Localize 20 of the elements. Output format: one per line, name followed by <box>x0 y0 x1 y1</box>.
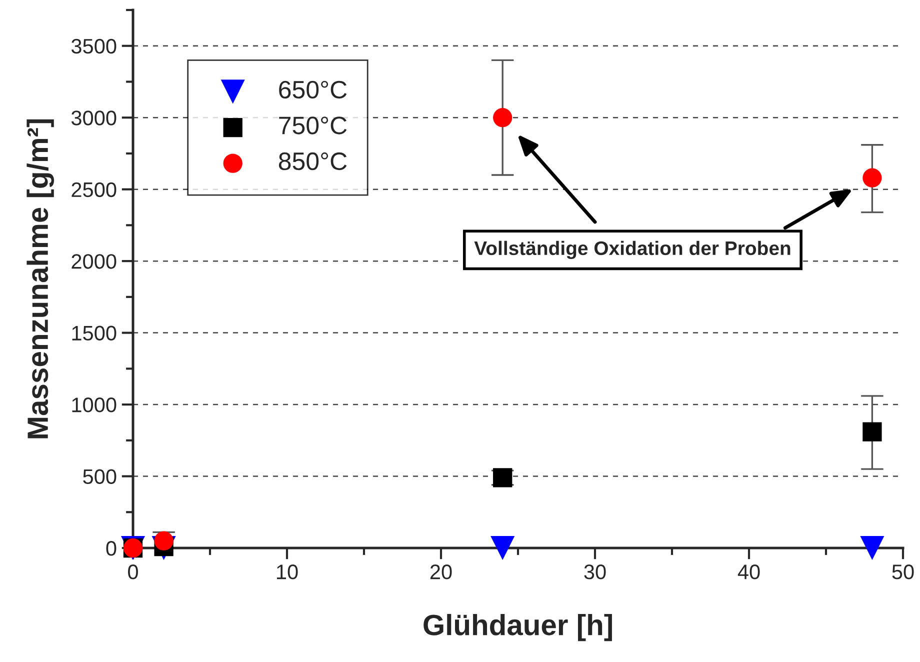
y-tick-label: 3000 <box>71 110 116 126</box>
x-tick-label: 0 <box>128 564 138 580</box>
y-tick-label: 3500 <box>71 38 116 54</box>
annotation: Vollständige Oxidation der Proben <box>474 240 790 260</box>
y-tick-label: 2000 <box>72 254 116 269</box>
y-tick-label: 1000 <box>72 398 116 412</box>
x-tick-label: 50 <box>892 564 914 580</box>
legend-label: 850°C <box>278 152 347 170</box>
legend-label: 750°C <box>279 116 347 134</box>
y-tick-label: 0 <box>106 541 116 556</box>
x-axis-title: Glühdauer [h] <box>424 614 612 642</box>
legend-label: 650°C <box>279 80 347 99</box>
x-tick-label: 20 <box>430 564 452 580</box>
y-tick-label: 1500 <box>72 326 116 341</box>
x-tick-label: 40 <box>738 564 760 580</box>
y-axis-title: Massenzunahme [g/m²] <box>26 119 54 438</box>
y-tick-label: 500 <box>83 469 116 484</box>
x-tick-label: 10 <box>277 564 298 580</box>
x-tick-label: 30 <box>584 564 606 580</box>
y-tick-label: 2500 <box>72 182 116 198</box>
